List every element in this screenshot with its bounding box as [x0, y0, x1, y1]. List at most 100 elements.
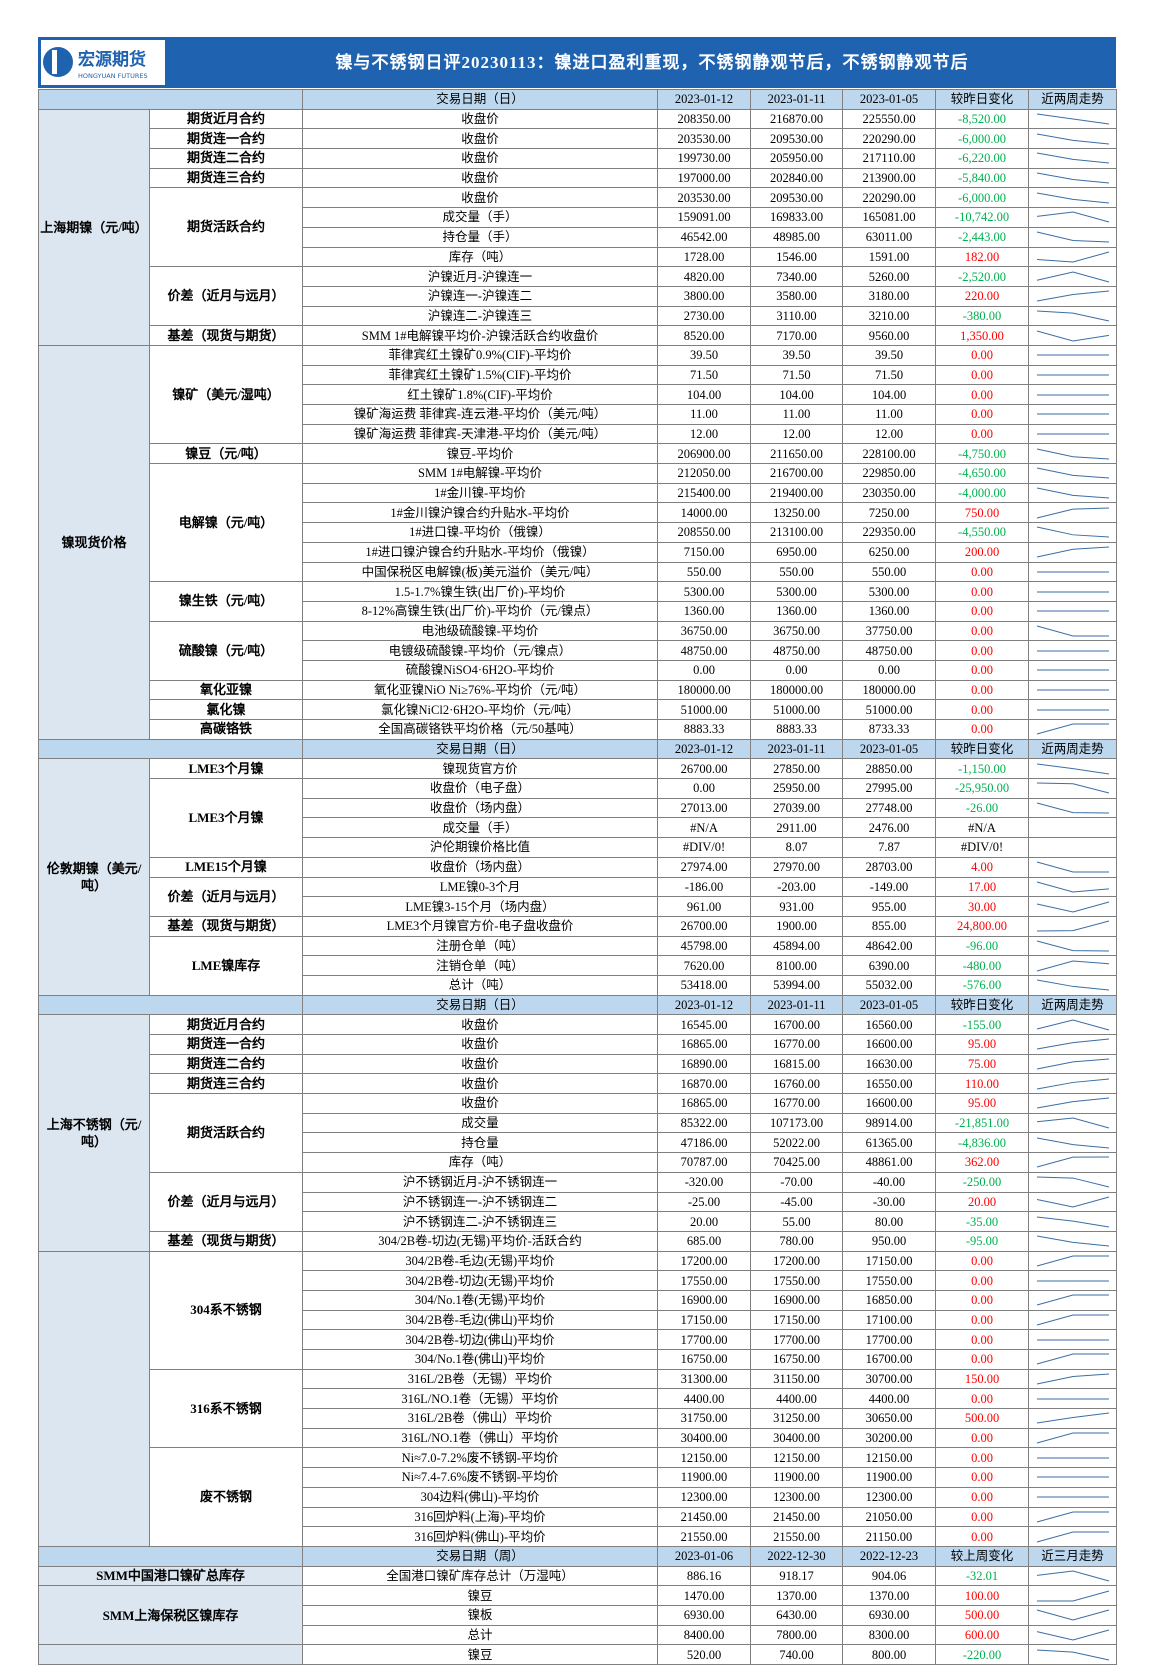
header-cell: 交易日期（日）	[302, 89, 658, 110]
banner: 宏源期货 HONGYUAN FUTURES 镍与不锈钢日评20230113：镍进…	[38, 37, 1116, 88]
value-cell: 104.00	[842, 384, 936, 405]
sparkline	[1036, 330, 1109, 342]
sparkline	[1036, 689, 1109, 691]
value-cell: -320.00	[657, 1171, 751, 1193]
sparkline	[1036, 881, 1109, 893]
data-row: 总计（吨） 53418.00 53994.00 55032.00 -576.00	[39, 974, 1117, 996]
value-cell: 17200.00	[750, 1250, 843, 1272]
trend-cell	[1028, 1368, 1117, 1390]
value-cell: 11900.00	[750, 1467, 843, 1488]
item-label: 304/No.1卷(无锡)平均价	[302, 1289, 658, 1311]
sparkline-line	[1036, 802, 1109, 814]
sparkline-line	[1036, 1570, 1109, 1582]
item-label: 304/2B卷-切边(无锡)平均价	[302, 1270, 658, 1291]
value-cell: 11.00	[842, 404, 936, 425]
item-label: LME3个月镍官方价-电子盘收盘价	[302, 915, 658, 937]
item-label: 注册仓单（吨）	[302, 935, 658, 957]
value-cell: -40.00	[842, 1171, 936, 1193]
change-cell: 24,800.00	[935, 915, 1029, 937]
trend-cell	[1028, 1388, 1117, 1410]
data-row: SMM上海保税区镍库存 镍豆 1470.00 1370.00 1370.00 100.00	[38, 1585, 1117, 1646]
value-cell: 31250.00	[750, 1408, 843, 1429]
value-cell: 209530.00	[750, 187, 843, 209]
change-cell: -576.00	[935, 974, 1029, 996]
value-cell: 4400.00	[750, 1388, 843, 1410]
data-row: 期货连一合约 收盘价 203530.00 209530.00 220290.00 -6,0…	[39, 128, 1117, 150]
trend-cell	[1028, 187, 1117, 209]
sparkline-line	[1036, 1156, 1109, 1168]
value-cell: 16630.00	[842, 1053, 936, 1075]
item-label: 镍豆-平均价	[302, 443, 658, 465]
trend-cell	[1028, 1585, 1117, 1606]
change-cell: -380.00	[935, 305, 1029, 327]
item-label: SMM 1#电解镍-平均价	[302, 463, 658, 484]
value-cell: 30650.00	[842, 1408, 936, 1429]
value-cell: 48750.00	[657, 640, 751, 661]
sparkline-line	[1036, 113, 1109, 125]
item-label: 收盘价	[302, 1034, 658, 1055]
data-row: 期货连一合约 收盘价 16865.00 16770.00 16600.00 95.00	[39, 1034, 1117, 1055]
value-cell: 28850.00	[842, 758, 936, 780]
trend-cell	[1028, 1467, 1117, 1488]
subgroup-label: 镍豆（元/吨）	[149, 443, 303, 465]
change-cell: -8,520.00	[935, 108, 1029, 130]
item-label: 1#进口镍-平均价（俄镍）	[302, 522, 658, 543]
value-cell: 16900.00	[657, 1289, 751, 1311]
subgroup-label: 期货连一合约	[149, 1034, 303, 1055]
item-label: 收盘价（场内盘）	[302, 797, 658, 819]
data-row: LME3个月镍 收盘价（电子盘） 0.00 25950.00 27995.00 -25,9…	[39, 778, 1117, 858]
item-label: 红土镍矿1.8%(CIF)-平均价	[302, 384, 658, 405]
trend-cell	[1028, 246, 1117, 268]
value-cell: 169833.00	[750, 207, 843, 228]
value-cell: 800.00	[842, 1644, 936, 1665]
change-cell: 0.00	[935, 1447, 1029, 1469]
data-row: 1#金川镍-平均价 215400.00 219400.00 230350.00 -4,0…	[39, 482, 1117, 504]
subgroup-label: 氧化亚镍	[149, 679, 303, 701]
sparkline	[1036, 1255, 1109, 1267]
change-cell: -96.00	[935, 935, 1029, 957]
item-label: 沪镍连二-沪镍连三	[302, 305, 658, 327]
data-row: 硫酸镍NiSO4·6H2O-平均价 0.00 0.00 0.00 0.00	[39, 659, 1117, 681]
change-cell: #DIV/0!	[935, 837, 1029, 858]
data-row: 库存（吨） 1728.00 1546.00 1591.00 182.00	[39, 246, 1117, 268]
change-cell: 0.00	[935, 1486, 1029, 1508]
trend-cell	[1028, 1644, 1117, 1665]
group-label: 上海不锈钢（元/吨）	[38, 1014, 150, 1252]
value-cell: 12.00	[750, 423, 843, 445]
value-cell: 85322.00	[657, 1112, 751, 1134]
sparkline-line	[1036, 1176, 1109, 1188]
subgroup-label: 镍矿（美元/湿吨）	[149, 344, 303, 445]
sparkline	[1036, 1196, 1109, 1208]
change-cell: 0.00	[935, 364, 1029, 386]
header-cell: 交易日期（周）	[302, 1545, 658, 1567]
sparkline	[1036, 1058, 1109, 1070]
value-cell: 51000.00	[750, 699, 843, 720]
value-cell: 955.00	[842, 896, 936, 917]
item-label: 304/2B卷-切边(佛山)平均价	[302, 1329, 658, 1350]
value-cell: 46542.00	[657, 226, 751, 248]
value-cell: 209530.00	[750, 128, 843, 150]
subgroup-label: LME3个月镍	[149, 758, 303, 780]
item-label: 沪不锈钢连二-沪不锈钢连三	[302, 1211, 658, 1232]
value-cell: 220290.00	[842, 187, 936, 209]
value-cell: 48750.00	[750, 640, 843, 661]
value-cell: 16850.00	[842, 1289, 936, 1311]
value-cell: 7800.00	[750, 1624, 843, 1646]
value-cell: 16770.00	[750, 1034, 843, 1055]
group-label: 镍现货价格	[38, 344, 150, 740]
value-cell: 7.87	[842, 837, 936, 858]
change-cell: -1,150.00	[935, 758, 1029, 780]
sparkline	[1036, 1137, 1109, 1149]
value-cell: 16545.00	[657, 1014, 751, 1035]
value-cell: 31300.00	[657, 1368, 751, 1390]
change-cell: 0.00	[935, 679, 1029, 701]
change-cell: -4,750.00	[935, 443, 1029, 465]
subgroup-label: LME3个月镍	[149, 778, 303, 858]
change-cell: 0.00	[935, 1427, 1029, 1449]
item-label: 收盘价（场内盘）	[302, 856, 658, 878]
item-label: 电池级硫酸镍-平均价	[302, 620, 658, 642]
change-cell: 0.00	[935, 620, 1029, 642]
trend-cell	[1028, 423, 1117, 445]
data-row: 成交量（手） 159091.00 169833.00 165081.00 -10,742…	[39, 207, 1117, 228]
value-cell: 0.00	[657, 659, 751, 681]
